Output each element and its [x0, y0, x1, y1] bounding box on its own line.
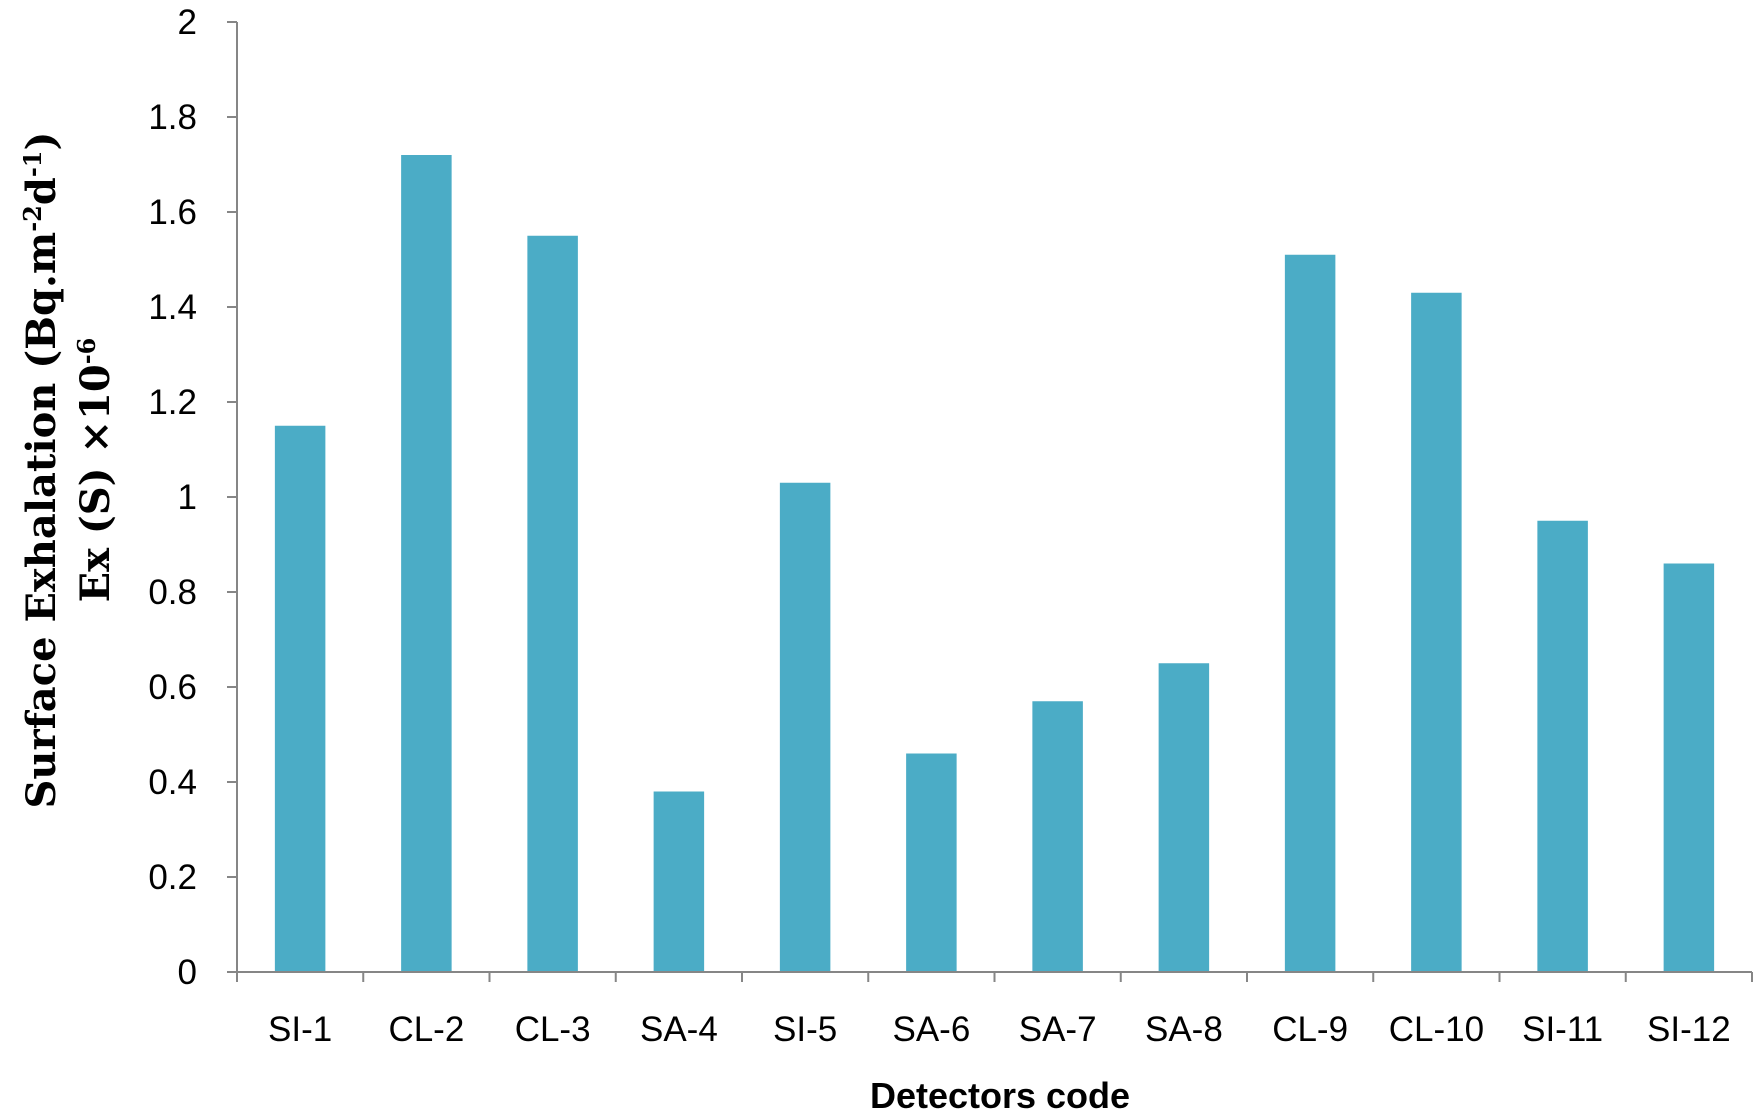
bar-cl-9 [1284, 254, 1336, 972]
y-tick-label: 2 [178, 3, 197, 42]
bar-sa-4 [653, 791, 705, 972]
y-title-line1-main: Surface Exhalation (Bq.m [18, 232, 65, 809]
y-title-line1-sup2: -1 [18, 150, 47, 177]
x-tick-label: SI-12 [1647, 1010, 1731, 1049]
y-tick-label: 1.4 [148, 288, 197, 327]
y-tick-label: 1 [178, 478, 197, 517]
y-tick-label: 1.6 [148, 193, 197, 232]
x-tick-label: CL-3 [515, 1010, 591, 1049]
x-tick-label: SA-4 [640, 1010, 718, 1049]
x-tick-label: CL-9 [1272, 1010, 1348, 1049]
bar-cl-2 [401, 155, 452, 972]
y-axis-title-line2: Ex (S) ×10-6 [72, 338, 119, 603]
bar-sa-8 [1158, 663, 1210, 972]
y-tick-label: 0.4 [148, 763, 197, 802]
x-tick-label: SA-8 [1145, 1010, 1223, 1049]
y-axis-title-line1: Surface Exhalation (Bq.m-2d-1) [18, 132, 65, 809]
x-axis: SI-1 CL-2 CL-3 SA-4 SI-5 SA-6 SA-7 SA-8 CL-9 CL-1… [236, 971, 1753, 1049]
bar-si-5 [779, 482, 831, 972]
y-axis: 0 0.2 0.4 0.6 0.8 1 1.2 1.4 1.6 1.8 2 [148, 3, 238, 992]
x-tick-label: SI-5 [773, 1010, 837, 1049]
y-tick-label: 0.6 [148, 668, 197, 707]
y-title-line1-mid: d [18, 177, 65, 205]
x-tick-label: SI-1 [268, 1010, 332, 1049]
bar-sa-7 [1032, 701, 1083, 972]
bar-sa-6 [906, 753, 957, 972]
bars [274, 155, 1715, 972]
bar-cl-3 [527, 235, 578, 972]
y-axis-title: Surface Exhalation (Bq.m-2d-1) Ex (S) ×1… [18, 132, 119, 809]
x-tick-label: CL-10 [1389, 1010, 1484, 1049]
y-title-line2-sup: -6 [72, 338, 101, 365]
x-axis-title: Detectors code [870, 1075, 1130, 1116]
y-title-line1-sup1: -2 [18, 205, 47, 232]
y-tick-label: 0 [178, 953, 197, 992]
y-tick-label: 1.8 [148, 98, 197, 137]
bar-si-1 [274, 425, 326, 972]
bar-cl-10 [1411, 292, 1462, 972]
y-title-line1-end: ) [18, 132, 65, 151]
y-tick-label: 0.8 [148, 573, 197, 612]
bar-si-12 [1663, 563, 1715, 972]
x-tick-label: CL-2 [388, 1010, 464, 1049]
y-tick-label: 1.2 [148, 383, 197, 422]
x-tick-label: SI-11 [1522, 1010, 1603, 1049]
y-title-line2-main: Ex (S) ×10 [72, 364, 119, 602]
x-tick-label: SA-7 [1019, 1010, 1097, 1049]
bar-si-11 [1537, 520, 1588, 972]
x-tick-label: SA-6 [892, 1010, 970, 1049]
y-tick-label: 0.2 [148, 858, 197, 897]
